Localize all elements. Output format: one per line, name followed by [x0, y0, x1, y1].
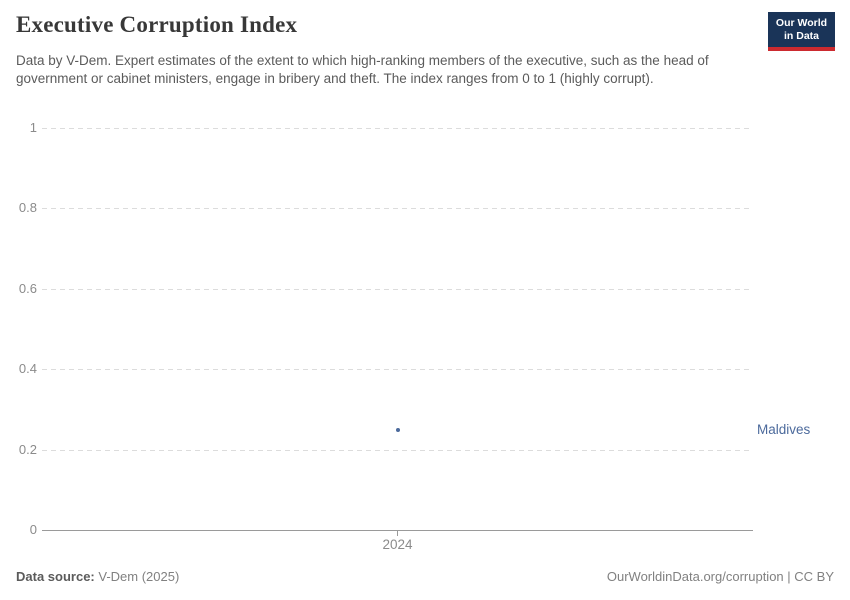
- page-title: Executive Corruption Index: [16, 12, 298, 37]
- owid-logo-line2: in Data: [783, 30, 819, 43]
- owid-logo[interactable]: Our World in Data: [768, 12, 835, 52]
- y-axis-tick-label: 0.6: [18, 280, 37, 296]
- credit-link[interactable]: OurWorldinData.org/corruption | CC BY: [606, 569, 834, 584]
- x-axis-tick-label: 2024: [382, 537, 413, 552]
- data-point-maldives[interactable]: [395, 427, 400, 432]
- y-axis-tick-label: 0: [29, 522, 37, 537]
- data-source-value: V-Dem (2025): [94, 569, 180, 584]
- gridline: [42, 369, 753, 371]
- data-source-label: Data source:: [16, 569, 95, 584]
- entity-label-maldives[interactable]: Maldives: [757, 421, 811, 437]
- gridline: [42, 449, 753, 451]
- data-source-note: Data source: V-Dem (2025): [16, 569, 179, 584]
- owid-logo-line1: Our World: [775, 17, 828, 29]
- gridline: [42, 288, 753, 290]
- y-axis-tick-label: 0.2: [18, 441, 37, 457]
- y-axis-tick-label: 1: [29, 120, 37, 135]
- y-axis-tick-label: 0.8: [18, 200, 37, 216]
- chart-subtitle: Data by V-Dem. Expert estimates of the e…: [16, 53, 709, 86]
- x-axis-tick: [397, 530, 398, 536]
- gridline: [42, 128, 753, 129]
- gridline: [42, 208, 753, 210]
- y-axis-tick-label: 0.4: [18, 361, 37, 377]
